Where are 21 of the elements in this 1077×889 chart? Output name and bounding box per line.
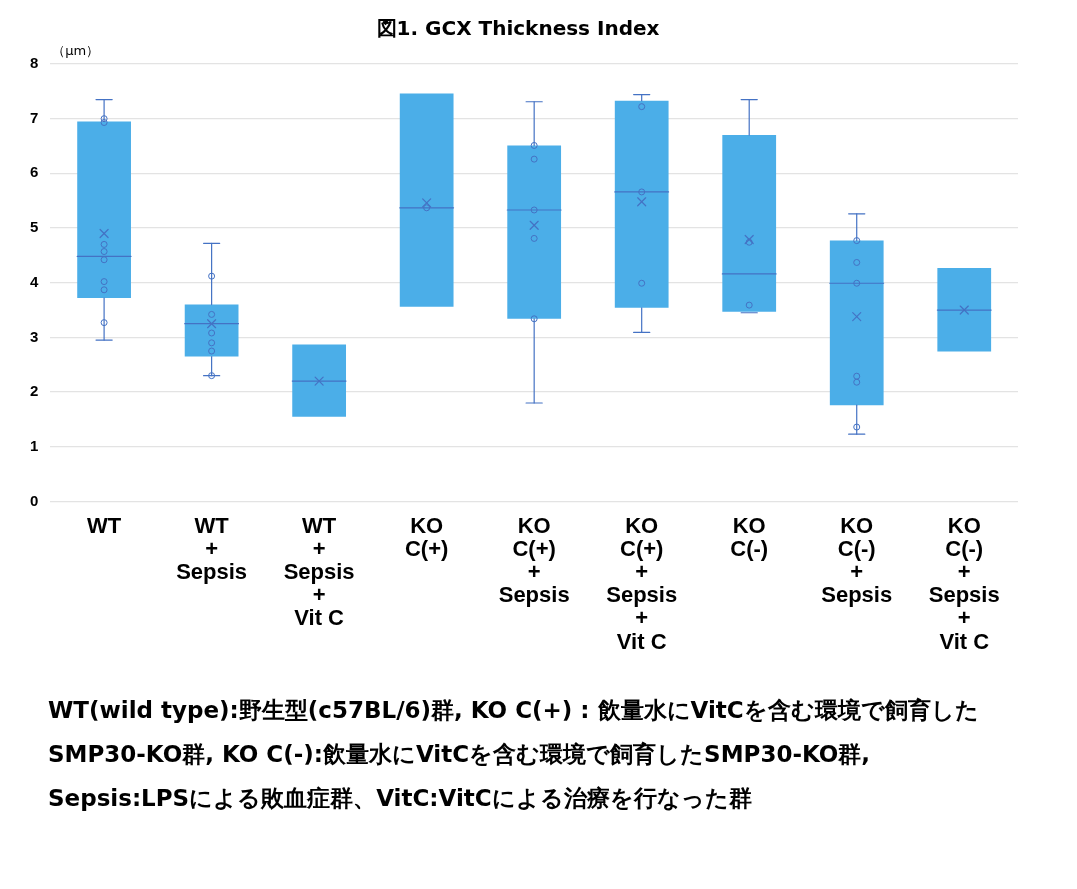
y-tick-label: 0 — [30, 491, 39, 509]
y-tick-label: 5 — [30, 218, 39, 236]
y-tick-label: 2 — [30, 382, 39, 400]
x-tick-label: KO C(-) + Sepsis — [821, 513, 893, 608]
x-tick-label: WT — [87, 513, 122, 539]
y-tick-label: 4 — [30, 272, 39, 290]
x-tick-label: KO C(-) + Sepsis + Vit C — [928, 513, 1000, 654]
x-tick-label: KO C(+) + Sepsis + Vit C — [606, 513, 678, 654]
x-tick-label: KO C(+) + Sepsis — [498, 513, 570, 608]
y-tick-label: 7 — [30, 108, 39, 126]
x-tick-label: KO C(-) — [730, 513, 769, 562]
x-tick-label: WT + Sepsis + Vit C — [283, 513, 355, 631]
y-axis-title: （μm） — [52, 42, 100, 58]
y-tick-label: 3 — [30, 327, 39, 345]
chart-title: 図1. GCX Thickness Index — [376, 16, 660, 41]
x-tick-label: KO C(+) — [404, 513, 449, 562]
y-tick-label: 6 — [30, 163, 39, 181]
y-tick-label: 8 — [30, 54, 39, 72]
y-tick-label: 1 — [30, 436, 39, 454]
text: WT(wild type):野生型(c57BL/6)群, KO C(+) : 飲量水にVitCを含む環境で飼育したSMP30-KO群, KO C(-):飲量水にVitCを含む環境で飼育したSMP30-KO群, Sepsis:LPSによる敗血症群、VitC:VitCによる治療を行なった群 — [48, 696, 980, 813]
x-tick-label: WT + Sepsis — [176, 513, 248, 585]
